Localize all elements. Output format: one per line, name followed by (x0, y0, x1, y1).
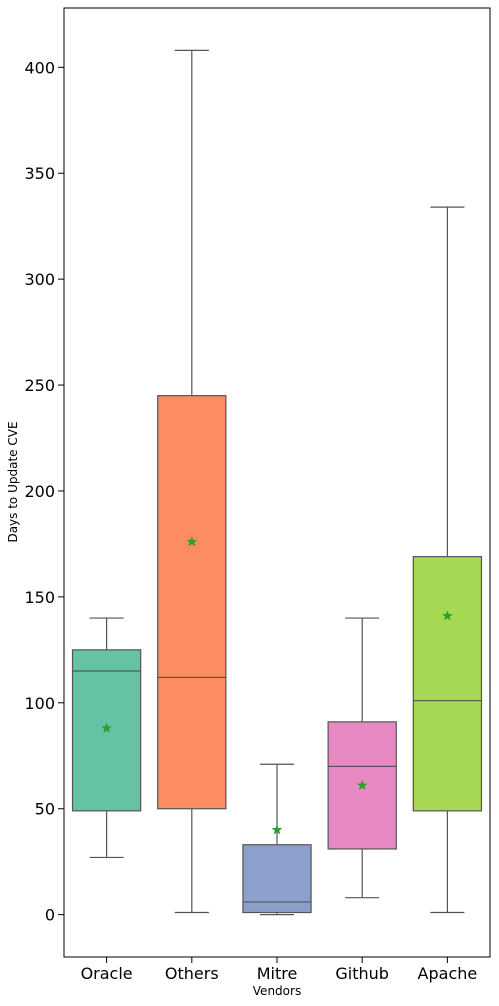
y-tick-label: 400 (24, 58, 55, 77)
box-github (327, 617, 397, 899)
box-iqr (412, 556, 483, 812)
mean-marker (186, 536, 198, 547)
x-tick-label: Others (165, 964, 219, 983)
mean-marker (271, 824, 283, 835)
x-tick-label: Oracle (81, 964, 133, 983)
y-tick-label: 0 (45, 906, 55, 925)
y-tick-label: 300 (24, 270, 55, 289)
y-tick-label: 50 (35, 800, 55, 819)
y-axis: 0 50 100 150 200 250 300 350 400 (24, 58, 64, 925)
x-axis-label: Vendors (253, 984, 301, 998)
box-iqr (242, 844, 312, 914)
box-iqr (157, 395, 227, 810)
y-tick-label: 250 (24, 376, 55, 395)
x-tick-label: Mitre (257, 964, 298, 983)
x-axis: Oracle Others Mitre Github Apache (81, 957, 478, 983)
y-tick-label: 200 (24, 482, 55, 501)
y-tick-label: 350 (24, 164, 55, 183)
boxes-group (71, 49, 483, 916)
y-tick-label: 100 (24, 694, 55, 713)
x-tick-label: Apache (418, 964, 478, 983)
mean-marker (101, 722, 113, 733)
box-oracle (71, 617, 142, 859)
x-tick-label: Github (335, 964, 389, 983)
box-others (157, 49, 227, 914)
mean-marker (441, 610, 453, 621)
y-axis-label: Days to Update CVE (6, 421, 20, 542)
mean-marker (356, 779, 368, 791)
y-tick-label: 150 (24, 588, 55, 607)
box-mitre (242, 763, 312, 916)
box-apache (412, 206, 483, 914)
